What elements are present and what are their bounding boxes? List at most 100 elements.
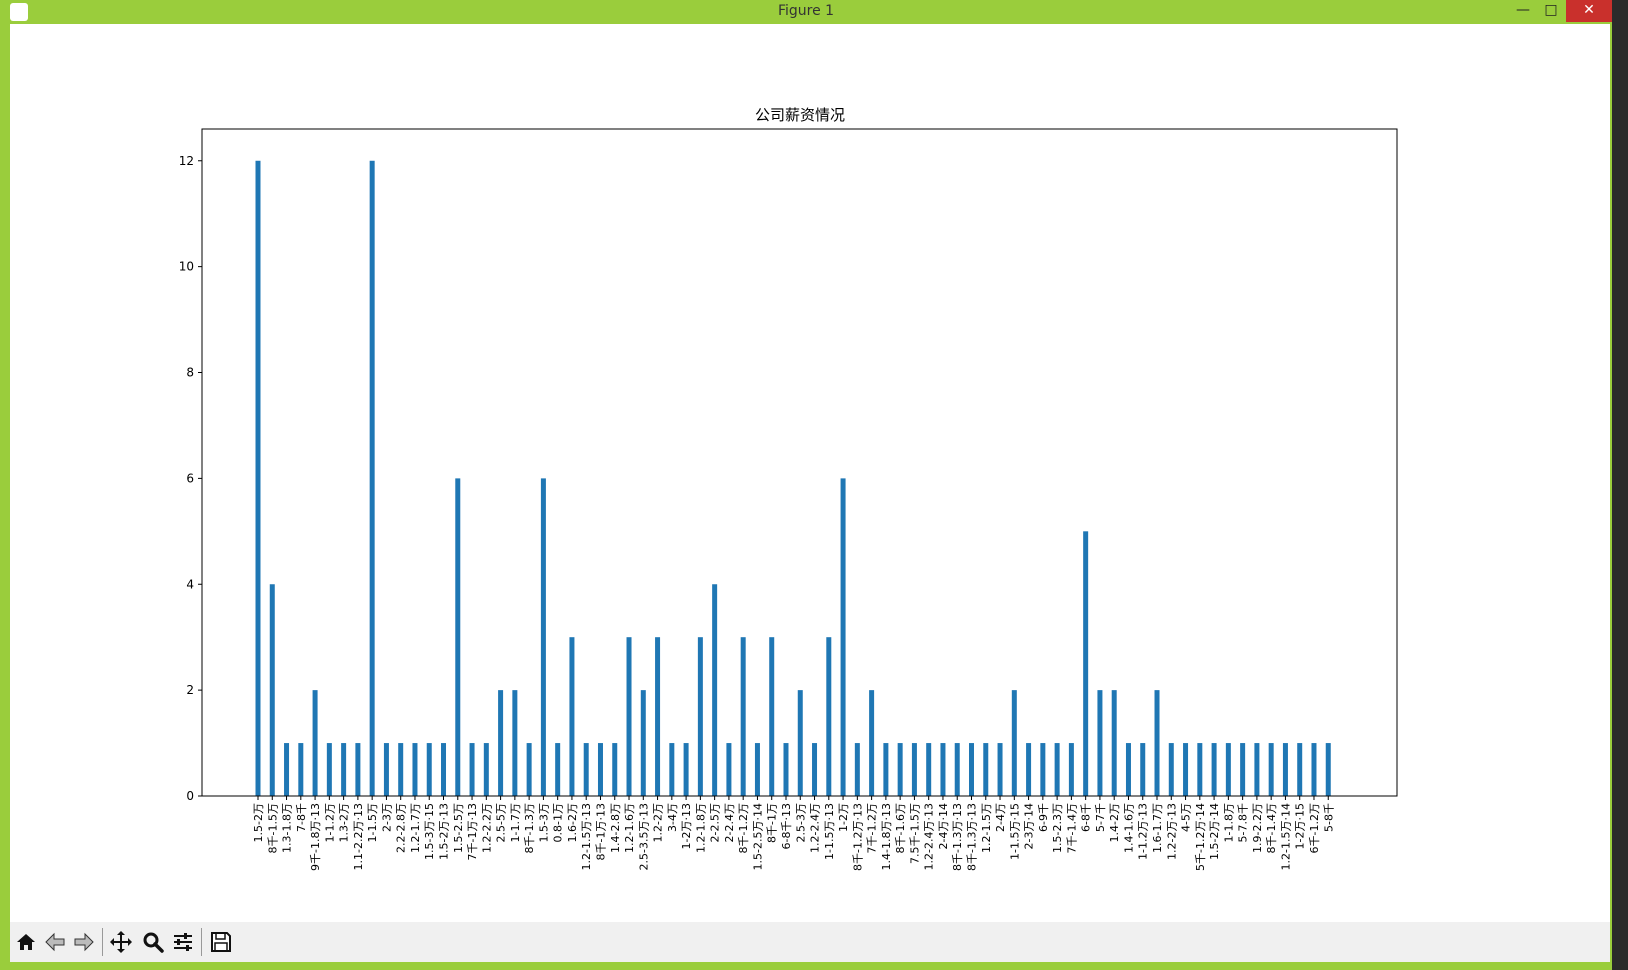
x-tick-label: 1.2-2万 [652,803,665,842]
x-tick-label: 8千-1.3万·13 [951,803,964,871]
bar [911,743,917,796]
home-button[interactable] [12,928,40,956]
bar [569,637,575,796]
save-button[interactable] [207,928,235,956]
bar [540,478,546,796]
y-tick-label: 2 [186,683,194,697]
x-tick-label: 5-8千 [1322,803,1335,832]
x-tick-label: 2-2.4万 [723,803,736,842]
home-icon [17,934,35,950]
bar [883,743,889,796]
x-tick-label: 8千-1.6万 [894,803,907,853]
maximize-button[interactable]: □ [1538,0,1564,22]
arrow-right-icon [74,932,94,952]
bar [954,743,960,796]
bar [1125,743,1131,796]
bar [640,690,646,796]
x-tick-label: 1.2-1.8万 [694,803,707,853]
x-tick-label: 6-8千·13 [780,803,793,849]
axes-frame [201,128,1398,797]
bar [740,637,746,796]
bar [869,690,875,796]
x-tick-label: 1.2-1.5万 [980,803,993,853]
bar [1254,743,1260,796]
x-tick-label: 2-4万·14 [937,803,950,849]
x-tick-label: 2.5-3万 [794,803,807,842]
bar [1225,743,1231,796]
bar [312,690,318,796]
bar [797,690,803,796]
x-tick-label: 1.2-2.4万·13 [923,803,936,870]
bar [1054,743,1060,796]
bar [1268,743,1274,796]
bar [341,743,347,796]
x-tick-label: 1-1.7万 [509,803,522,842]
close-button[interactable]: ✕ [1566,0,1612,22]
bar [398,743,404,796]
x-tick-label: 1-1.2万·13 [1137,803,1150,860]
bar [683,743,689,796]
bar [826,637,832,796]
x-tick-label: 1.2-2.2万 [480,803,493,853]
figure-canvas: 公司薪资情况 0 2 4 6 8 10 12 1.5-2万 8千-1.5万 1.3-1.8万 7-… [10,24,1610,962]
app-icon [10,3,28,21]
minimize-button[interactable]: — [1510,0,1536,22]
bar [512,690,518,796]
bar [1168,743,1174,796]
x-tick-label: 1.5-2.3万 [1051,803,1064,853]
x-tick-label: 8千-1.2万 [737,803,750,853]
y-tick-label: 4 [186,577,194,591]
pan-button[interactable] [107,928,135,956]
x-tick-label: 1.5-2万 [252,803,265,842]
bar [969,743,974,796]
bar [1297,743,1303,796]
bar [1211,743,1217,796]
bar [997,743,1003,796]
x-tick-label: 2-3万·14 [1023,803,1036,849]
bar [1140,743,1146,796]
zoom-button[interactable] [139,928,167,956]
x-tick-label: 8千-1.3万 [523,803,536,853]
x-tick-label: 8千-1.2万·13 [851,803,864,871]
bar [1154,690,1160,796]
bar [269,584,275,796]
x-tick-label: 2-3万 [380,803,393,832]
x-tick-label: 5千-1.2万·14 [1194,803,1207,871]
title-bar[interactable]: Figure 1 — □ ✕ [0,0,1612,24]
sliders-icon [174,933,192,951]
bar [326,743,332,796]
x-tick-label: 1-1.8万 [1222,803,1235,842]
bar [655,637,661,796]
subplots-button[interactable] [169,928,197,956]
bar [597,743,603,796]
x-tick-label: 1.9-2.2万 [1251,803,1264,853]
bar [412,743,418,796]
x-tick-label: 1.5-2万·14 [1208,803,1221,860]
x-tick-label: 8千-1.5万 [266,803,279,853]
x-tick-label: 1.5-2万·13 [438,803,451,860]
toolbar-separator [102,928,103,956]
bar [754,743,760,796]
bar [1311,743,1317,796]
x-tick-label: 1-2万 [837,803,850,832]
bar [526,743,532,796]
x-tick-label: 0.8-1万 [552,803,565,842]
x-tick-label: 7千-1.4万 [1065,803,1078,853]
x-tick-label: 8千-1万 [766,803,779,843]
back-button[interactable] [41,928,69,956]
x-tick-label: 3-4万 [666,803,679,832]
bar [926,743,932,796]
bars [255,160,1331,796]
x-tick-label: 1.2-1.7万 [409,803,422,853]
y-tick-label: 6 [186,471,194,485]
forward-button[interactable] [70,928,98,956]
x-tick-label: 1.2-1.6万 [623,803,636,853]
chart-title: 公司薪资情况 [755,106,845,124]
x-tick-label: 1-2万·13 [680,803,693,849]
toolbar-separator [201,928,202,956]
bar [426,743,432,796]
x-tick-label: 7千-1.2万 [866,803,879,853]
bar [783,743,789,796]
x-tick-label: 2.2-2.8万 [395,803,408,853]
bar [483,743,489,796]
